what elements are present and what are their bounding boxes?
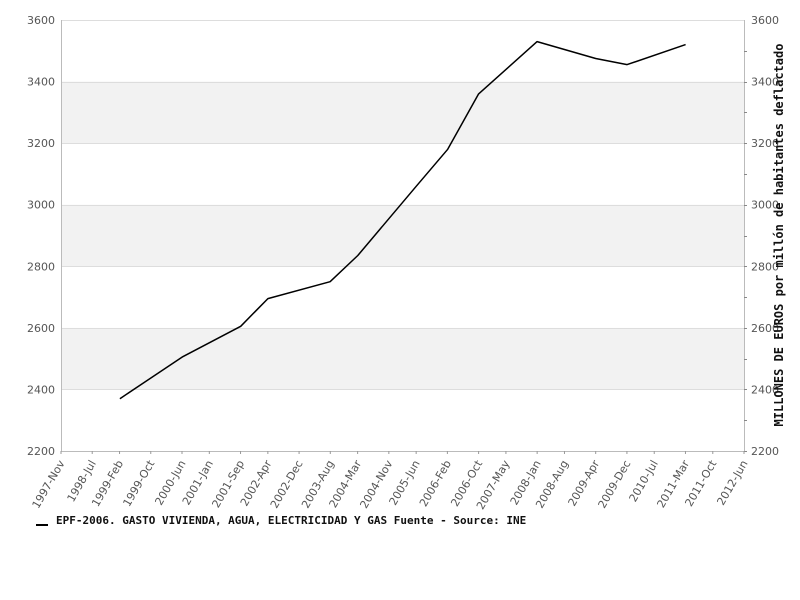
y-tick-label-right: 2800	[751, 260, 779, 273]
series-lines	[119, 40, 686, 400]
gridlines	[61, 20, 744, 452]
background-band	[61, 327, 744, 390]
background-band	[61, 20, 744, 82]
background-band	[61, 143, 744, 205]
background-band	[61, 204, 744, 267]
y-tick-label-right: 3600	[751, 14, 779, 27]
y-tick-label-left: 2200	[27, 445, 55, 458]
x-tick-label: 2012-Jun	[714, 458, 750, 508]
left-y-axis: 2200 2400 2600 2800 3000 3200 3400 3600	[27, 14, 55, 458]
y-tick-label-left: 3000	[27, 199, 55, 212]
legend: EPF-2006. GASTO VIVIENDA, AGUA, ELECTRIC…	[36, 514, 526, 527]
y-tick-label-left: 3400	[27, 76, 55, 89]
y-tick-label-left: 2800	[27, 260, 55, 273]
background-band	[61, 266, 744, 328]
y-tick-label-left: 2400	[27, 383, 55, 396]
right-y-axis: 2200 2400 2600 2800 3000 3200 3400 3600	[744, 14, 779, 458]
y-tick-label-right: 3200	[751, 137, 779, 150]
y-tick-label-right: 3400	[751, 76, 779, 89]
y-tick-label-right: 2600	[751, 322, 779, 335]
y-tick-label-right: 3000	[751, 199, 779, 212]
series-line	[119, 40, 686, 400]
background-bands	[61, 20, 744, 451]
legend-label: EPF-2006. GASTO VIVIENDA, AGUA, ELECTRIC…	[56, 514, 527, 527]
y-tick-label-right: 2400	[751, 383, 779, 396]
plot-frame	[61, 20, 745, 452]
y-tick-label-left: 3600	[27, 14, 55, 27]
background-band	[61, 81, 744, 144]
x-axis: 1997-Nov1998-Jul1999-Feb1999-Oct2000-Jun…	[30, 451, 751, 512]
y-tick-label-left: 3200	[27, 137, 55, 150]
y-tick-label-left: 2600	[27, 322, 55, 335]
y-axis-label: MILLONES DE EUROS por millón de habitant…	[772, 44, 786, 427]
legend-swatch	[36, 523, 48, 526]
y-tick-label-right: 2200	[751, 445, 779, 458]
x-tick-label: 1997-Nov	[30, 458, 68, 511]
background-band	[61, 389, 744, 451]
